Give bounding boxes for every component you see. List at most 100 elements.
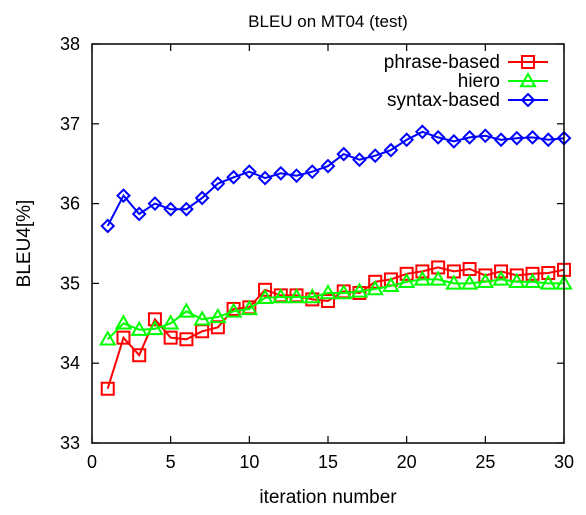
legend-marker <box>519 71 537 88</box>
data-point <box>226 169 242 185</box>
data-point <box>163 201 179 217</box>
data-point <box>414 124 430 140</box>
data-point <box>397 272 416 289</box>
data-point <box>99 330 117 346</box>
data-point <box>132 348 147 363</box>
data-point <box>368 274 383 289</box>
data-point <box>540 132 556 148</box>
data-point <box>539 274 557 290</box>
data-point <box>319 283 337 300</box>
data-point <box>256 288 274 305</box>
data-point <box>163 330 178 345</box>
x-tick-label: 30 <box>554 452 574 472</box>
data-point <box>177 302 196 318</box>
data-point <box>210 176 226 192</box>
data-point <box>320 158 336 174</box>
data-point <box>304 164 320 180</box>
y-tick-label: 36 <box>60 194 80 214</box>
legend-marker <box>521 55 535 69</box>
data-point <box>350 282 369 298</box>
data-point <box>161 314 180 330</box>
data-point <box>272 287 290 304</box>
data-point <box>382 276 400 293</box>
series-line-hiero <box>106 278 564 341</box>
data-point <box>523 272 542 289</box>
data-point <box>352 152 367 168</box>
y-tick-label: 38 <box>60 34 80 54</box>
y-tick-label: 34 <box>60 353 80 373</box>
data-point <box>413 270 432 286</box>
y-axis-label: BLEU4[%] <box>14 200 35 288</box>
x-tick-label: 5 <box>166 452 176 472</box>
data-point <box>178 201 194 217</box>
y-tick-label: 33 <box>60 433 80 453</box>
legend-marker <box>520 92 536 108</box>
data-point <box>508 272 526 289</box>
data-point <box>399 266 414 281</box>
data-point <box>446 133 462 149</box>
x-tick-label: 20 <box>397 452 417 472</box>
data-point <box>224 302 243 318</box>
data-point <box>462 129 478 145</box>
data-point <box>100 381 115 396</box>
plot-frame <box>91 43 565 444</box>
series-line-phrase-based <box>106 266 565 389</box>
data-point <box>541 266 556 281</box>
data-point <box>209 307 227 324</box>
data-point <box>257 170 273 186</box>
chart-title: BLEU on MT04 (test) <box>248 12 408 31</box>
data-point <box>477 128 493 144</box>
data-point <box>430 129 446 145</box>
data-point <box>525 266 540 281</box>
legend-item: syntax-based <box>387 90 548 111</box>
data-point <box>147 196 163 212</box>
data-point <box>258 282 273 297</box>
series-layer <box>99 124 573 396</box>
data-point <box>336 146 352 162</box>
data-point <box>321 293 335 308</box>
data-point <box>289 168 304 184</box>
data-point <box>493 132 509 148</box>
data-point <box>100 218 116 234</box>
y-tick-label: 35 <box>60 273 80 293</box>
legend-label: syntax-based <box>387 90 500 111</box>
data-point <box>287 287 306 304</box>
data-point <box>114 314 133 330</box>
series-syntax-based <box>100 124 572 234</box>
data-point <box>383 142 399 158</box>
data-point <box>130 320 148 336</box>
data-point <box>193 310 211 326</box>
data-point <box>509 130 525 146</box>
data-point <box>273 165 289 181</box>
x-tick-label: 25 <box>475 452 495 472</box>
legend-item: phrase-based <box>384 52 548 73</box>
data-point <box>179 332 194 347</box>
series-line-syntax-based <box>106 130 565 227</box>
data-point <box>415 264 430 279</box>
data-point <box>525 129 540 145</box>
data-point <box>335 283 353 300</box>
legend-item: hiero <box>458 71 548 92</box>
data-point <box>445 274 463 290</box>
data-point <box>147 312 162 327</box>
x-tick-label: 15 <box>318 452 338 472</box>
x-tick-labels: 0 5 10 15 20 25 30 <box>87 452 574 472</box>
x-tick-label: 0 <box>87 452 97 472</box>
series-hiero <box>99 270 573 346</box>
data-point <box>131 206 147 222</box>
data-point <box>429 270 447 286</box>
data-point <box>146 319 164 336</box>
legend-label: phrase-based <box>384 52 500 73</box>
y-tick-label: 37 <box>60 114 80 134</box>
data-point <box>241 164 257 180</box>
x-tick-label: 10 <box>239 452 259 472</box>
x-axis-label: iteration number <box>259 487 397 508</box>
data-point <box>460 274 479 290</box>
data-point <box>194 190 210 206</box>
data-point <box>476 272 495 289</box>
data-point <box>303 287 321 304</box>
data-point <box>116 188 131 204</box>
data-point <box>399 132 415 148</box>
